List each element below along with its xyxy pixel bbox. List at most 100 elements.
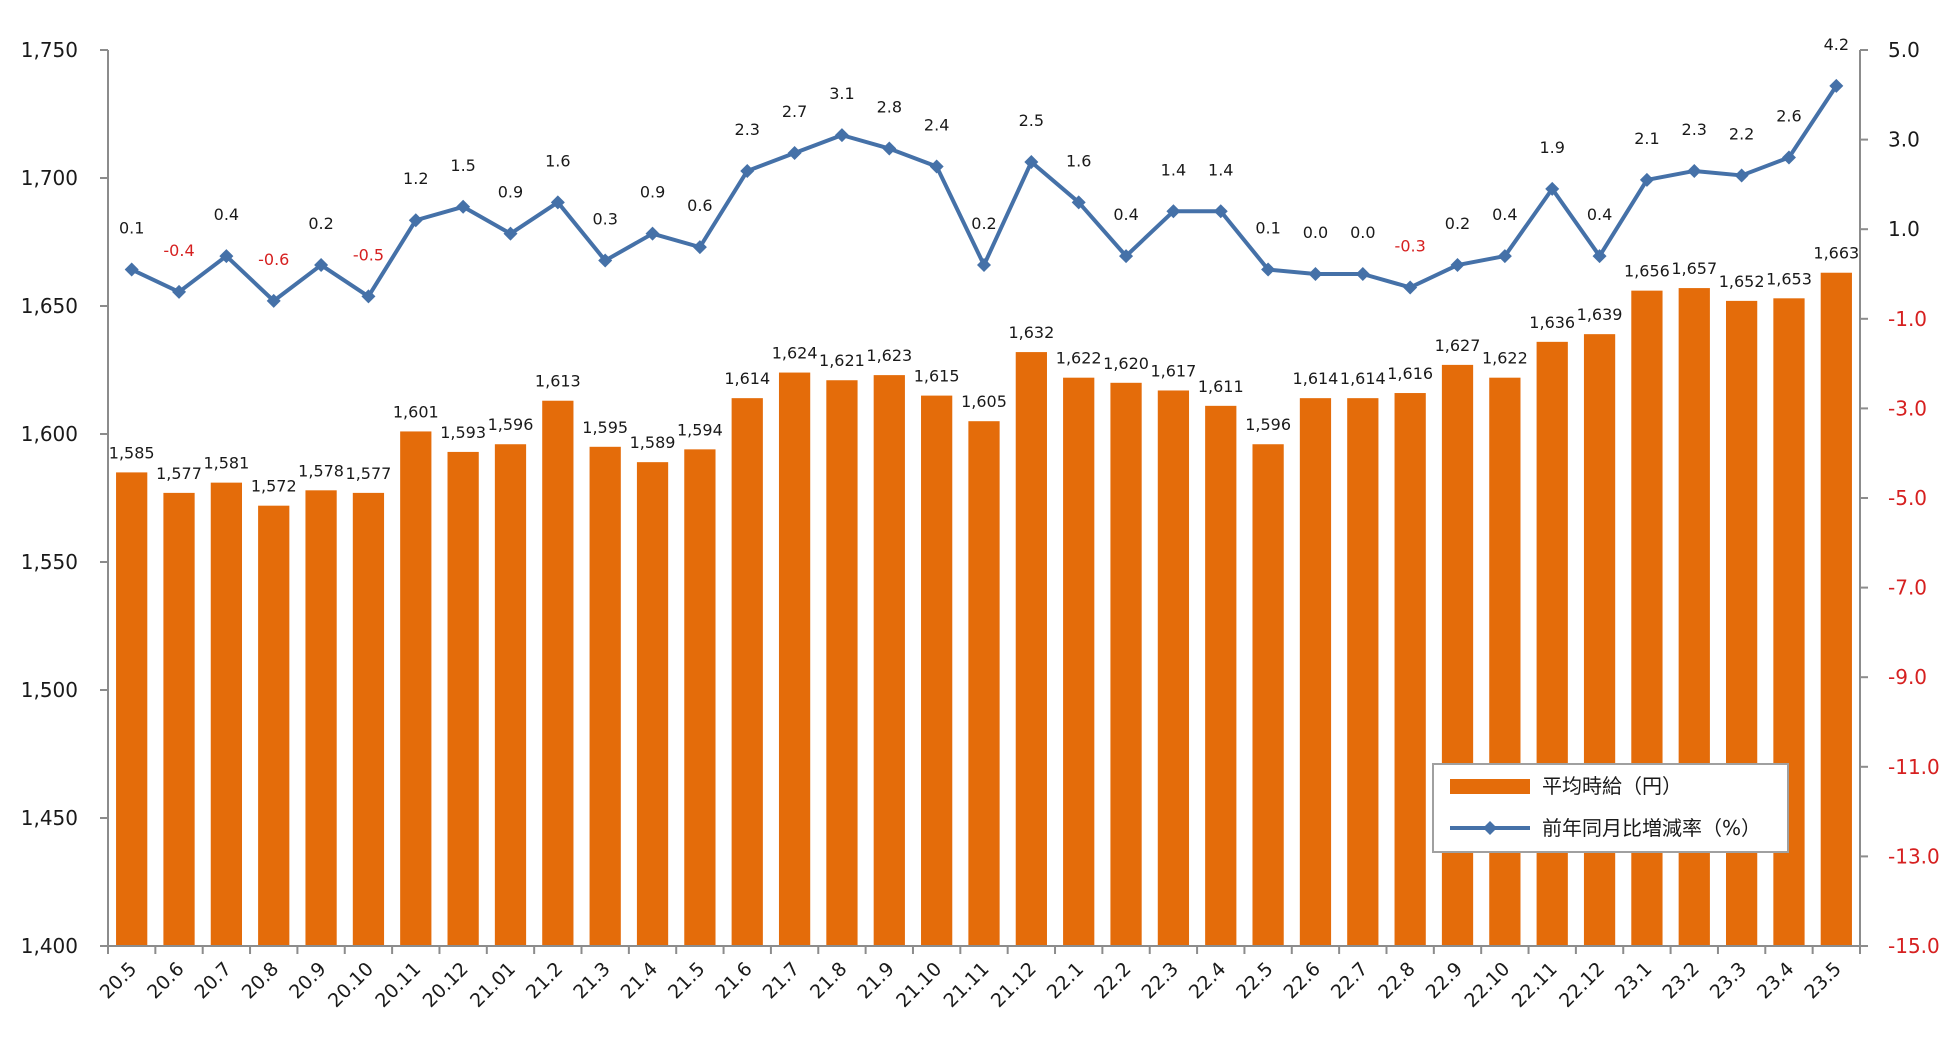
bar-value-label: 1,614 [1293,369,1339,388]
left-tick-label: 1,650 [21,294,78,318]
line-value-label: 0.4 [1492,205,1517,224]
line-point [929,159,944,174]
line-value-label: 1.5 [450,156,475,175]
line-point [882,141,897,156]
bar [1299,398,1332,946]
line-value-label: 2.8 [877,98,902,117]
x-tick-label: 21.8 [806,958,851,1003]
bar-value-label: 1,627 [1435,336,1481,355]
x-tick-label: 22.10 [1460,958,1514,1012]
bar [1015,352,1047,947]
x-tick-label: 23.4 [1753,958,1798,1003]
bar [1110,382,1142,946]
line-value-label: 2.1 [1634,129,1659,148]
bar-value-label: 1,656 [1624,262,1670,281]
line-value-label: -0.3 [1395,236,1426,255]
line-value-label: 1.2 [403,169,428,188]
x-tick-label: 22.1 [1043,958,1088,1003]
bar [1489,377,1521,946]
bar [684,449,716,946]
bar [116,472,148,946]
bar-value-label: 1,617 [1150,361,1196,380]
x-tick-label: 20.6 [143,958,188,1003]
x-tick-label: 22.7 [1327,958,1372,1003]
bar [826,380,858,946]
bar [873,375,905,946]
legend-line-marker [1483,821,1497,835]
line-value-label: 2.3 [1682,120,1707,139]
bar [778,372,811,946]
line-value-label: -0.5 [353,245,384,264]
bar [1394,393,1426,946]
line-point [1213,204,1228,219]
line-value-label: 4.2 [1824,35,1849,54]
line-value-label: 3.1 [829,84,854,103]
bar-value-label: 1,622 [1056,349,1102,368]
line-value-label: 0.9 [498,183,523,202]
bar [163,492,195,946]
x-axis: 20.5 20.6 20.7 20.8 20.920.1020.1120.1221.01… [96,945,1861,1012]
line-point [1829,78,1844,93]
left-tick-label: 1,700 [21,166,78,190]
x-tick-label: 21.12 [987,958,1041,1012]
right-tick-label: 1.0 [1888,217,1920,241]
bar-value-label: 1,589 [630,433,676,452]
line-value-label: 1.6 [545,151,570,170]
line-point [1734,168,1749,183]
line-value-label: -0.6 [258,250,289,269]
right-tick-label: -1.0 [1888,307,1927,331]
line-point [1355,267,1370,281]
bar-value-label: 1,652 [1719,272,1765,291]
x-tick-label: 21.5 [664,958,709,1003]
line-point [1024,155,1039,169]
line-series [124,78,1844,308]
line-value-label: 0.2 [1445,214,1470,233]
x-tick-label: 22.11 [1508,958,1562,1012]
bar-value-label: 1,623 [866,346,912,365]
bar-value-label: 1,593 [440,423,486,442]
right-tick-label: -15.0 [1888,934,1940,958]
legend-bar-swatch [1450,779,1530,794]
line-value-label: 0.0 [1350,223,1375,242]
right-tick-label: -7.0 [1888,576,1927,600]
line-point [977,258,991,273]
line-point [314,258,329,273]
line-point [1403,280,1418,295]
bar-value-label: 1,663 [1813,244,1859,263]
line-point [550,195,565,210]
line-point [1497,249,1512,264]
x-tick-label: 21.10 [892,958,946,1012]
x-tick-label: 22.8 [1374,958,1419,1003]
line-value-label: 1.4 [1208,160,1233,179]
x-tick-label: 20.11 [371,958,425,1012]
right-tick-label: 5.0 [1888,38,1920,62]
x-tick-label: 21.7 [759,958,804,1003]
line-value-label: 0.1 [119,219,144,238]
right-tick-label: -9.0 [1888,665,1927,689]
line-value-label: 0.1 [1255,219,1280,238]
x-tick-label: 23.1 [1611,958,1656,1003]
line-point [1071,195,1086,210]
x-tick-label: 22.6 [1280,958,1325,1003]
bar [1536,341,1568,947]
line-point [1308,267,1323,281]
bar-value-label: 1,601 [393,402,439,421]
x-tick-label: 22.3 [1137,958,1182,1003]
bar-value-label: 1,622 [1482,349,1528,368]
bar-value-label: 1,624 [772,344,818,363]
line-point [645,226,660,241]
bar [1252,444,1284,946]
line-point [1639,172,1654,187]
line-point [172,284,187,299]
legend-bar-label: 平均時給（円） [1542,774,1682,798]
line-value-label: 2.2 [1729,124,1754,143]
line-value-label: 0.2 [308,214,333,233]
x-tick-label: 23.3 [1706,958,1751,1003]
left-tick-label: 1,500 [21,678,78,702]
line-point [1119,249,1134,264]
bar [636,462,669,946]
x-tick-label: 22.2 [1090,958,1135,1003]
line-point [787,146,802,161]
